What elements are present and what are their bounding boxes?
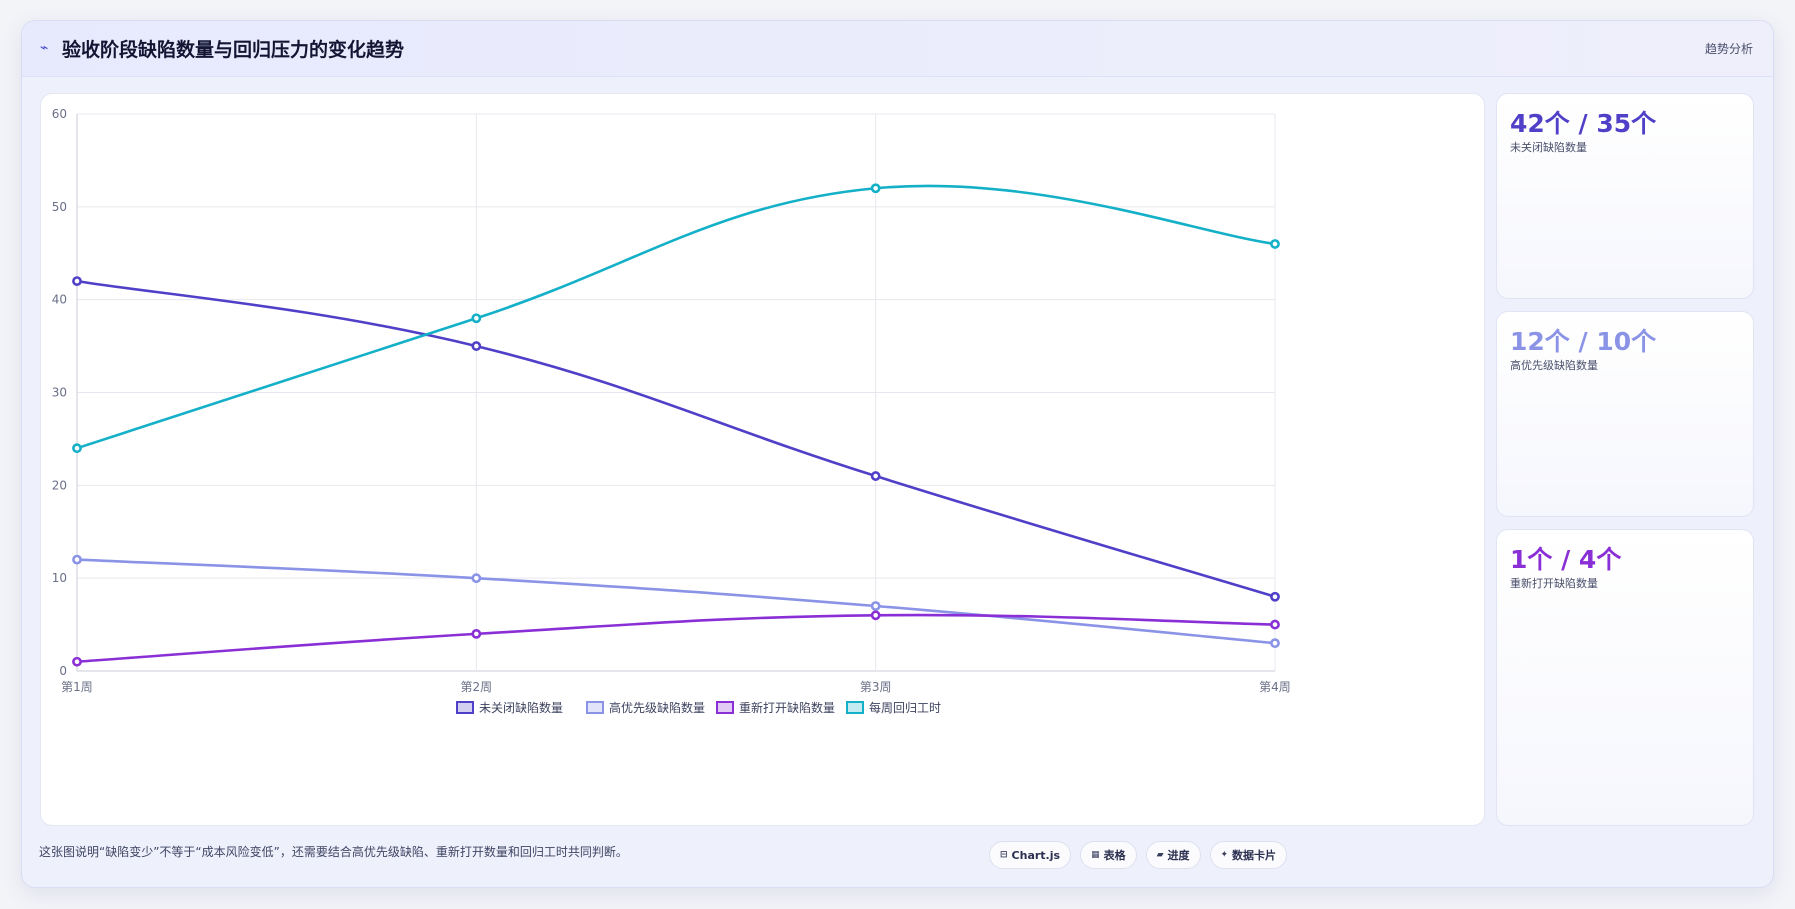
table-icon: ▦ xyxy=(1091,850,1100,860)
stat-label: 重新打开缺陷数量 xyxy=(1510,577,1598,590)
series-line xyxy=(76,613,1276,664)
x-tick-label: 第1周 xyxy=(61,680,93,694)
data-point xyxy=(870,601,881,611)
data-point xyxy=(471,573,482,584)
y-tick-label: 50 xyxy=(52,200,67,214)
legend-swatch xyxy=(456,701,474,714)
chip-chartjs[interactable]: ⊟ Chart.js xyxy=(989,841,1072,869)
data-point xyxy=(1270,638,1280,649)
legend-swatch xyxy=(586,701,604,714)
sparkle-icon: ✦ xyxy=(1220,850,1229,860)
trend-line-icon: ⌁ xyxy=(40,40,49,56)
legend-label: 重新打开缺陷数量 xyxy=(739,700,835,715)
x-tick-label: 第2周 xyxy=(461,680,493,694)
chart-panel: 0 10 20 30 40 50 60 第1周 第2周 第3周 第4周未关闭缺陷数量 高优先级缺陷数量… xyxy=(40,93,1485,826)
data-point xyxy=(1270,591,1280,602)
header-tag: 趋势分析 xyxy=(1704,42,1753,56)
stat-value: 42个 / 35个 xyxy=(1510,109,1657,138)
series-line xyxy=(76,558,1276,645)
y-tick-label: 60 xyxy=(52,107,67,121)
y-tick-label: 20 xyxy=(52,478,67,492)
legend-label: 每周回归工时 xyxy=(869,700,941,715)
chip-label: Chart.js xyxy=(1011,848,1061,862)
stat-card-high-priority: 12个 / 10个 高优先级缺陷数量 xyxy=(1496,311,1754,517)
chip-table[interactable]: ▦ 表格 xyxy=(1080,841,1137,869)
data-point xyxy=(870,183,881,194)
data-point xyxy=(72,554,82,565)
data-point xyxy=(1270,239,1280,249)
stat-card-reopened: 1个 / 4个 重新打开缺陷数量 xyxy=(1496,529,1754,826)
legend-swatch xyxy=(716,701,734,714)
data-point xyxy=(471,628,482,639)
footer-note: 这张图说明“缺陷变少”不等于“成本风险变低”，还需要结合高优先级缺陷、重新打开数… xyxy=(39,845,628,859)
stat-value: 1个 / 4个 xyxy=(1510,545,1622,574)
chip-data-cards[interactable]: ✦ 数据卡片 xyxy=(1209,841,1288,869)
card-header: ⌁ 验收阶段缺陷数量与回归压力的变化趋势 趋势分析 xyxy=(22,21,1773,77)
chip-progress[interactable]: ▰ 进度 xyxy=(1145,841,1201,869)
y-tick-label: 0 xyxy=(59,664,67,678)
stat-card-open-defects: 42个 / 35个 未关闭缺陷数量 xyxy=(1496,93,1754,299)
data-point xyxy=(471,313,482,324)
y-tick-label: 10 xyxy=(52,571,67,585)
stat-label: 高优先级缺陷数量 xyxy=(1510,359,1598,372)
stat-value: 12个 / 10个 xyxy=(1510,327,1657,356)
data-point xyxy=(72,443,82,454)
chart-card: ⌁ 验收阶段缺陷数量与回归压力的变化趋势 趋势分析 0 10 20 30 40 50 60 第… xyxy=(21,20,1774,888)
series-line xyxy=(76,279,1276,598)
progress-icon: ▰ xyxy=(1156,850,1164,860)
data-point xyxy=(870,610,881,621)
chip-label: 进度 xyxy=(1167,849,1190,862)
legend-label: 未关闭缺陷数量 xyxy=(479,700,563,715)
chart-icon: ⊟ xyxy=(1000,850,1008,860)
y-tick-label: 40 xyxy=(52,293,67,307)
stat-label: 未关闭缺陷数量 xyxy=(1510,141,1587,154)
data-point xyxy=(471,341,482,351)
series-line xyxy=(76,184,1276,450)
chip-label: 表格 xyxy=(1103,849,1126,862)
data-point xyxy=(72,276,82,286)
chart-title: 验收阶段缺陷数量与回归压力的变化趋势 xyxy=(62,39,405,61)
data-point xyxy=(1270,619,1280,630)
legend-label: 高优先级缺陷数量 xyxy=(609,700,705,715)
chip-row: ⊟ Chart.js ▦ 表格 ▰ 进度 ✦ 数据卡片 xyxy=(989,841,1288,869)
x-tick-label: 第3周 xyxy=(860,680,892,694)
chip-label: 数据卡片 xyxy=(1232,849,1277,862)
data-point xyxy=(870,471,881,481)
y-tick-label: 30 xyxy=(52,386,67,400)
legend-swatch xyxy=(846,701,864,714)
data-point xyxy=(72,656,82,667)
x-tick-label: 第4周 xyxy=(1259,680,1291,694)
